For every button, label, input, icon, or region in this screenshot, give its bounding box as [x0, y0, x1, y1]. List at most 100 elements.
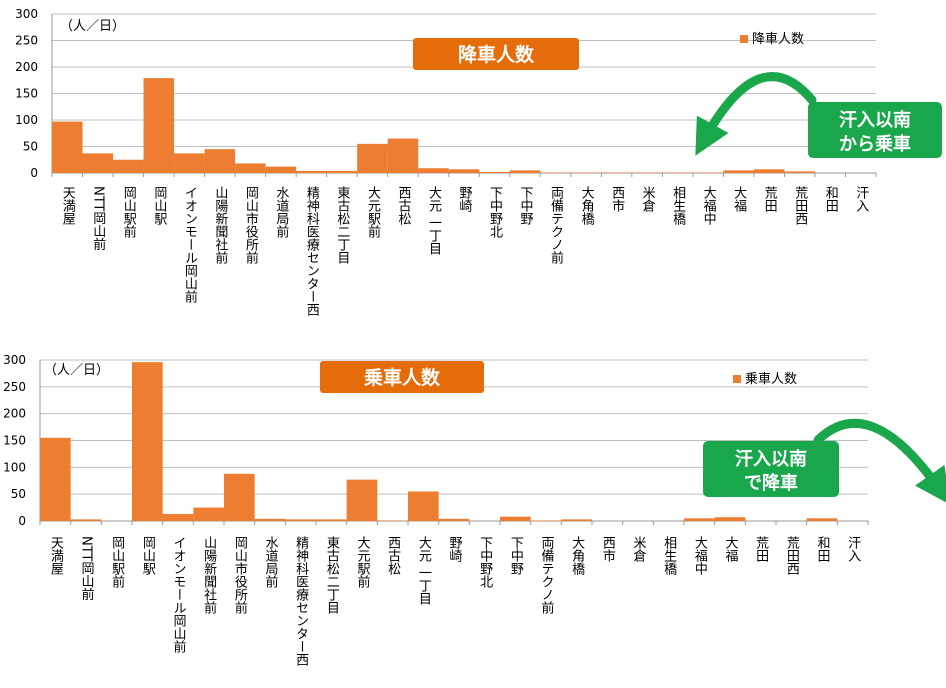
x-tick-label: 荒田: [762, 186, 778, 212]
chart-1: 0 50 100 150 200 250 300 天満屋 NTT岡山前 岡山駅前 岡山駅 イオンモール…: [15, 7, 942, 316]
chart-2: 0 50 100 150 200 250 300 天満屋 NTT岡山前 岡山駅前 岡山駅 イオンモール…: [3, 353, 946, 666]
x-tick-label: 汗入: [845, 536, 861, 562]
bar: [509, 170, 541, 173]
bar: [753, 169, 785, 173]
x-tick-label: 東古松二丁目: [324, 535, 340, 614]
y-tick-label: 250: [3, 380, 26, 394]
y-tick-label: 300: [15, 7, 38, 21]
bar: [570, 172, 602, 173]
legend-label: 降車人数: [752, 32, 804, 47]
x-tick-label: 精神科医療センター西: [293, 536, 309, 666]
x-tick-label: 岡山市役所前: [232, 536, 248, 614]
curved-arrow-icon: [695, 72, 817, 156]
x-tick-label: 大元駅前: [365, 186, 381, 238]
x-tick-label: 岡山駅: [140, 536, 156, 576]
x-tick-label: イオンモール岡山前: [171, 536, 187, 653]
bar: [285, 519, 316, 521]
x-tick-label: 大福: [723, 536, 739, 562]
x-tick-label: 下中野北: [477, 536, 493, 589]
bar: [418, 168, 449, 173]
x-tick-label: 水道局前: [263, 536, 279, 588]
bar: [448, 169, 480, 173]
x-tick-label: 大福中: [692, 536, 708, 575]
x-tick-label: 荒田西: [792, 186, 808, 225]
x-tick-label: 相生橋: [661, 536, 677, 576]
x-tick-label: イオンモール岡山前: [182, 186, 198, 303]
curved-arrow-icon: [813, 418, 946, 505]
x-tick-label: 岡山市役所前: [243, 186, 258, 264]
title-box: [413, 38, 579, 70]
y-tick-label: 200: [3, 407, 26, 421]
legend-label: 乗車人数: [745, 372, 797, 387]
x-tick-label: 和田: [823, 186, 839, 212]
bar: [204, 149, 236, 173]
x-tick-label: 天満屋: [48, 536, 64, 576]
bar: [714, 517, 746, 521]
x-tick-label: 荒田西: [784, 536, 800, 575]
callout-line2: で降車: [744, 472, 798, 494]
bar: [296, 170, 327, 173]
x-tick-label: 山陽新聞社前: [201, 536, 217, 614]
bar: [132, 362, 163, 521]
x-tick-label: 精神科医療センター西: [304, 186, 320, 316]
callout-box: [703, 441, 839, 497]
x-tick-label: NTT岡山前: [79, 536, 95, 601]
y-tick-label: 0: [18, 514, 26, 528]
bar: [530, 520, 562, 521]
x-tick-label: 汗入: [853, 186, 869, 212]
bar: [500, 516, 531, 521]
unit-label: （人／日）: [60, 19, 125, 34]
x-tick-label: 岡山駅前: [121, 186, 137, 238]
y-tick-label: 50: [23, 140, 38, 154]
bar: [631, 172, 663, 173]
callout-line1: 汗入以南: [839, 109, 911, 131]
bar: [174, 153, 205, 173]
y-tick-label: 150: [15, 87, 38, 101]
x-tick-label: 相生橋: [670, 186, 686, 226]
chart-title: 降車人数: [458, 43, 535, 66]
bar: [723, 170, 754, 173]
x-tick-label: 大元 一丁目: [416, 536, 432, 606]
x-tick-label: 西市: [609, 186, 625, 212]
bar: [438, 518, 470, 521]
x-tick-label: 西古松: [395, 186, 411, 225]
bar: [540, 172, 571, 173]
callout-box: [808, 102, 942, 158]
bar: [316, 519, 347, 521]
callout-line1: 汗入以南: [735, 448, 807, 470]
chart-title: 乗車人数: [364, 366, 441, 389]
x-tick-label: 大福: [731, 186, 747, 212]
x-tick-label: 両備テクノ前: [548, 186, 564, 264]
bar: [52, 121, 83, 173]
bar: [193, 507, 224, 521]
x-tick-label: 岡山駅: [151, 186, 167, 226]
x-tick-label: 大角橋: [569, 536, 585, 576]
x-tick-label: 両備テクノ前: [539, 536, 555, 614]
unit-label: （人／日）: [44, 363, 109, 378]
x-tick-label: 岡山駅前: [109, 536, 125, 588]
x-tick-label: 和田: [815, 536, 831, 562]
x-tick-label: 大角橋: [579, 186, 595, 226]
y-tick-label: 100: [15, 113, 38, 127]
x-tick-label: NTT岡山前: [90, 186, 106, 251]
x-tick-label: 米倉: [631, 536, 647, 563]
bar: [40, 437, 71, 521]
bar: [784, 171, 815, 173]
bar: [70, 519, 102, 521]
title-box: [320, 361, 484, 393]
x-tick-label: 天満屋: [60, 186, 76, 226]
bar: [479, 171, 510, 173]
x-tick-label: 荒田: [753, 536, 769, 562]
x-tick-label: 大元 一丁目: [426, 186, 442, 256]
bar: [692, 172, 724, 173]
x-tick-label: 野崎: [457, 186, 473, 212]
x-tick-label: 大元駅前: [355, 536, 371, 588]
x-tick-label: 下中野: [508, 536, 524, 575]
bar: [662, 172, 693, 173]
bar: [143, 78, 175, 173]
bar: [235, 163, 266, 173]
legend-swatch: [733, 375, 741, 383]
x-tick-label: 米倉: [640, 186, 656, 213]
